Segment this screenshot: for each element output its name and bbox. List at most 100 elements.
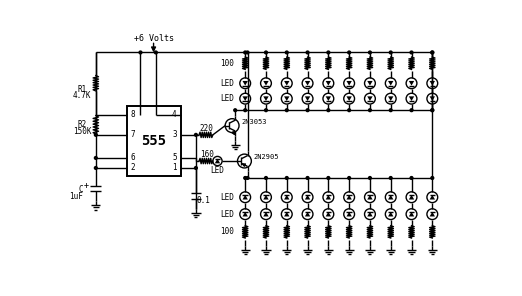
Text: 2N2905: 2N2905 xyxy=(254,154,279,160)
Text: LED: LED xyxy=(220,193,234,202)
Polygon shape xyxy=(367,96,373,101)
Circle shape xyxy=(327,177,330,179)
Polygon shape xyxy=(347,212,352,216)
Circle shape xyxy=(369,109,371,112)
Circle shape xyxy=(369,51,371,54)
Text: 160: 160 xyxy=(200,150,213,159)
Text: LED: LED xyxy=(220,79,234,88)
Text: 5: 5 xyxy=(172,153,176,163)
Polygon shape xyxy=(263,96,269,101)
Text: 555: 555 xyxy=(141,134,166,148)
Circle shape xyxy=(244,109,246,112)
Text: 150K: 150K xyxy=(73,126,91,136)
Circle shape xyxy=(410,177,413,179)
Circle shape xyxy=(348,109,351,112)
Polygon shape xyxy=(215,159,220,163)
Polygon shape xyxy=(326,195,331,200)
Text: 1: 1 xyxy=(172,163,176,173)
Text: 6: 6 xyxy=(130,153,135,163)
Circle shape xyxy=(306,109,309,112)
Polygon shape xyxy=(409,212,414,216)
Polygon shape xyxy=(284,212,290,216)
Polygon shape xyxy=(430,96,435,101)
Polygon shape xyxy=(409,81,414,86)
Text: LED: LED xyxy=(220,94,234,103)
Circle shape xyxy=(410,51,413,54)
Circle shape xyxy=(244,51,246,54)
Polygon shape xyxy=(263,195,269,200)
Text: R2: R2 xyxy=(77,120,87,129)
Circle shape xyxy=(369,177,371,179)
Circle shape xyxy=(155,51,157,54)
Text: LED: LED xyxy=(220,210,234,219)
Polygon shape xyxy=(367,81,373,86)
Text: 3: 3 xyxy=(172,130,176,139)
Circle shape xyxy=(431,109,434,112)
Circle shape xyxy=(195,167,197,169)
Circle shape xyxy=(431,51,434,54)
Polygon shape xyxy=(430,212,435,216)
Text: 4.7K: 4.7K xyxy=(73,91,91,100)
Polygon shape xyxy=(326,81,331,86)
Polygon shape xyxy=(347,81,352,86)
Text: 100: 100 xyxy=(220,59,234,68)
Circle shape xyxy=(306,177,309,179)
Circle shape xyxy=(265,51,267,54)
Circle shape xyxy=(389,177,392,179)
Text: 100: 100 xyxy=(220,227,234,237)
Circle shape xyxy=(286,177,288,179)
Text: R1: R1 xyxy=(77,85,87,94)
Circle shape xyxy=(327,109,330,112)
Text: 0.1: 0.1 xyxy=(197,196,210,205)
Circle shape xyxy=(431,177,434,179)
Polygon shape xyxy=(305,81,310,86)
Polygon shape xyxy=(430,195,435,200)
Polygon shape xyxy=(243,81,248,86)
Polygon shape xyxy=(388,195,394,200)
Circle shape xyxy=(348,51,351,54)
Circle shape xyxy=(306,51,309,54)
Polygon shape xyxy=(263,81,269,86)
Polygon shape xyxy=(347,195,352,200)
Text: 2N3053: 2N3053 xyxy=(241,119,267,125)
Bar xyxy=(127,106,181,176)
Polygon shape xyxy=(284,96,290,101)
Text: 2: 2 xyxy=(130,163,135,173)
Polygon shape xyxy=(430,81,435,86)
Circle shape xyxy=(94,157,97,159)
Polygon shape xyxy=(305,212,310,216)
Polygon shape xyxy=(347,96,352,101)
Circle shape xyxy=(234,109,236,112)
Polygon shape xyxy=(305,96,310,101)
Circle shape xyxy=(286,109,288,112)
Polygon shape xyxy=(326,212,331,216)
Polygon shape xyxy=(243,195,248,200)
Polygon shape xyxy=(243,96,248,101)
Circle shape xyxy=(246,51,249,54)
Circle shape xyxy=(431,109,434,112)
Circle shape xyxy=(327,51,330,54)
Text: C: C xyxy=(79,185,84,194)
Text: +6 Volts: +6 Volts xyxy=(134,34,173,43)
Polygon shape xyxy=(367,195,373,200)
Circle shape xyxy=(139,51,142,54)
Text: 1uF: 1uF xyxy=(69,192,84,201)
Circle shape xyxy=(389,109,392,112)
Circle shape xyxy=(244,177,246,179)
Circle shape xyxy=(348,177,351,179)
Polygon shape xyxy=(305,195,310,200)
Circle shape xyxy=(286,51,288,54)
Circle shape xyxy=(265,109,267,112)
Circle shape xyxy=(246,177,249,179)
Polygon shape xyxy=(284,195,290,200)
Polygon shape xyxy=(409,96,414,101)
Circle shape xyxy=(265,177,267,179)
Circle shape xyxy=(94,133,97,136)
Polygon shape xyxy=(243,212,248,216)
Polygon shape xyxy=(409,195,414,200)
Polygon shape xyxy=(367,212,373,216)
Circle shape xyxy=(389,51,392,54)
Polygon shape xyxy=(326,96,331,101)
Text: +: + xyxy=(84,181,89,190)
Circle shape xyxy=(431,51,434,54)
